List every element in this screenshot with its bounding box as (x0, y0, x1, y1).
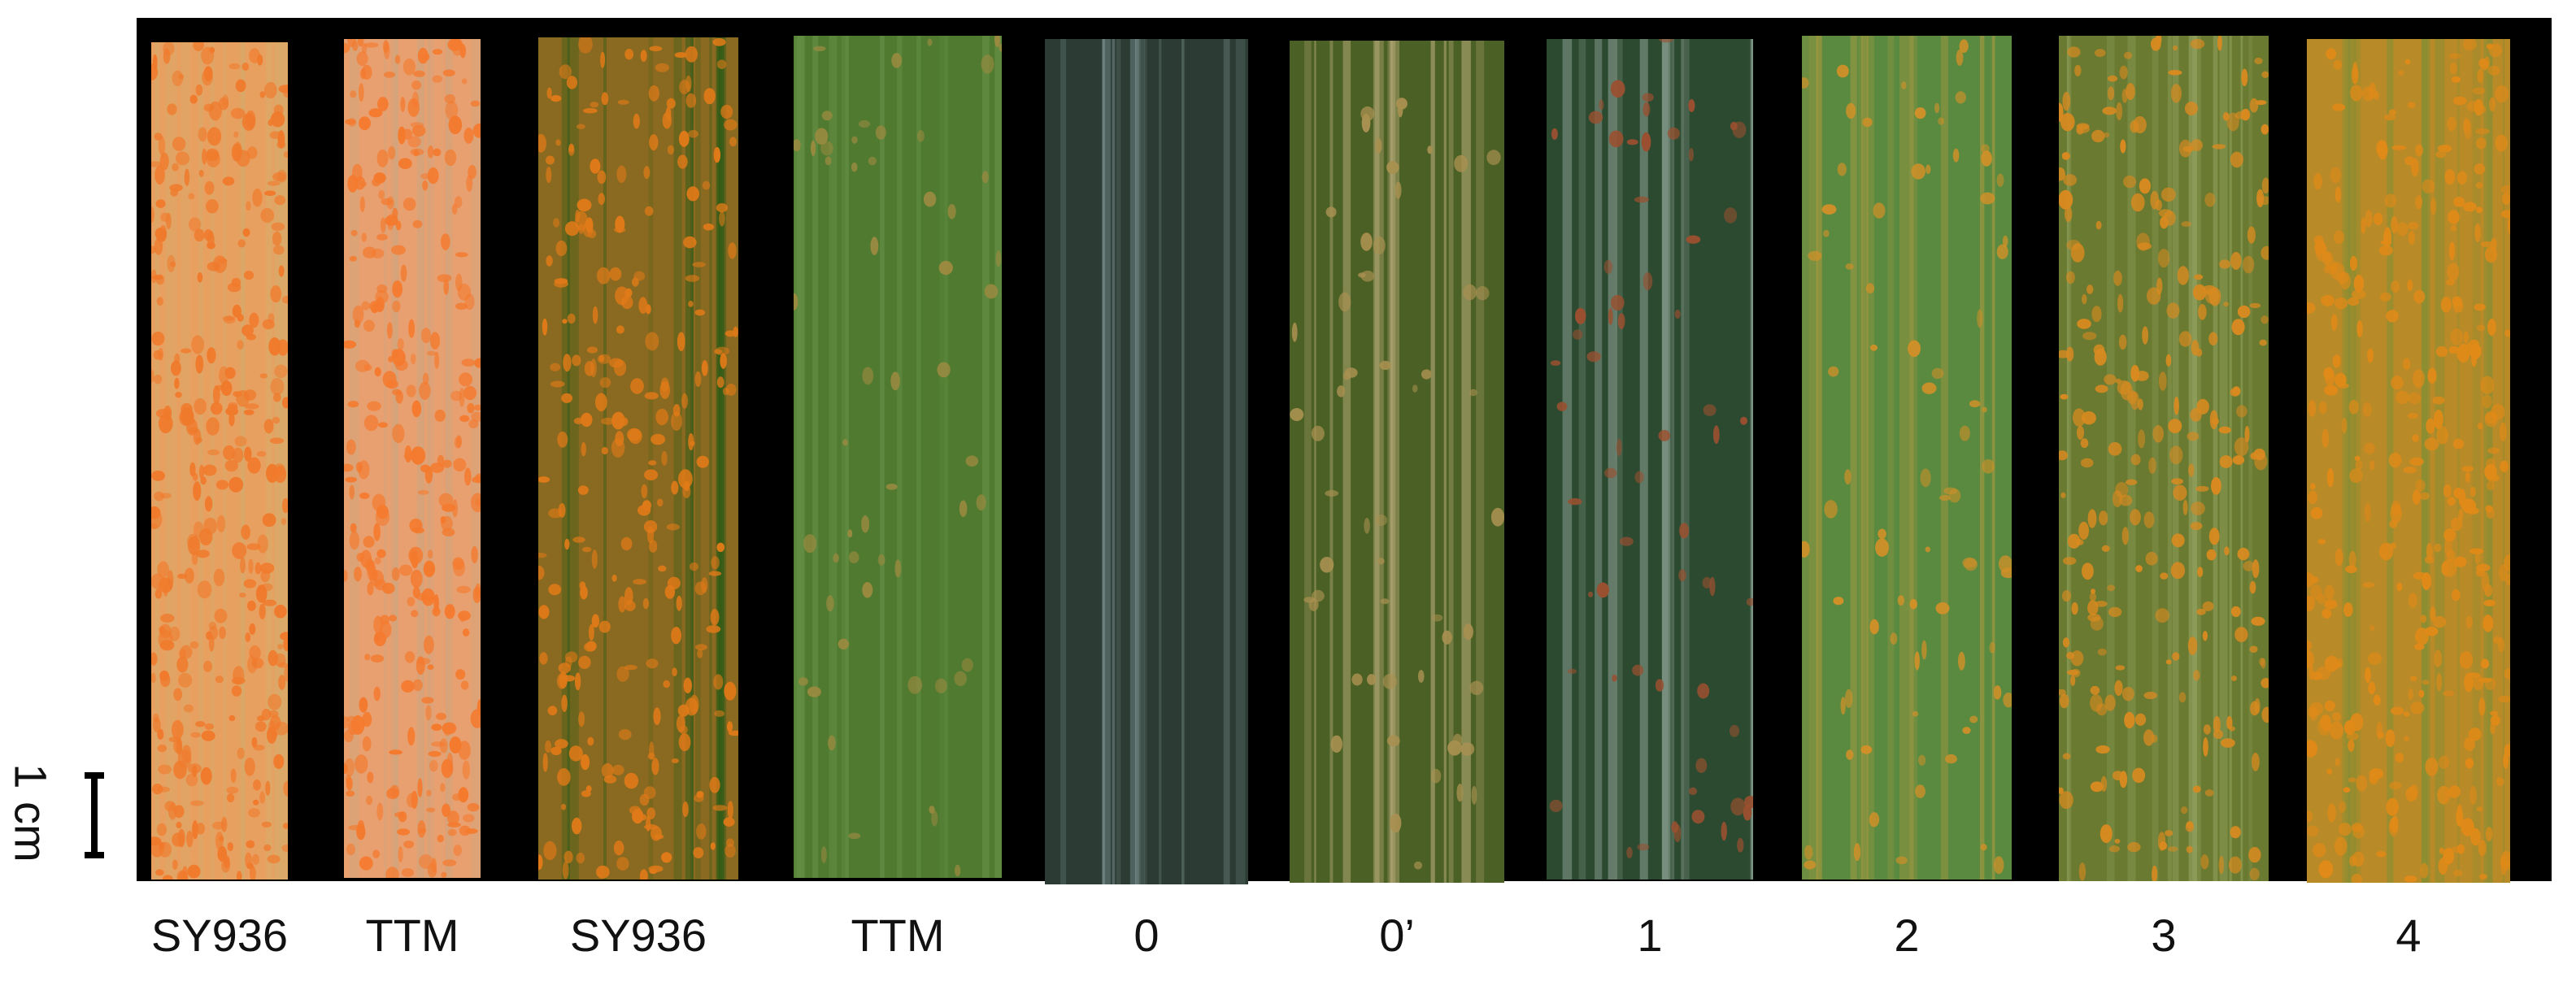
leaf-label: SY936 (150, 910, 289, 961)
leaf-sample-sy936-b (538, 37, 738, 880)
leaf-sample-ttm-b (794, 36, 1002, 878)
leaf-label: 0 (1134, 910, 1160, 961)
leaf-label: 3 (2151, 910, 2177, 961)
scale-bar (85, 772, 104, 858)
leaf-sample-score-0-prime (1290, 41, 1504, 883)
leaf-label: 0’ (1379, 910, 1415, 961)
leaf-sample-score-2 (1802, 36, 2012, 880)
leaf-sample-score-1 (1547, 39, 1753, 880)
leaf-sample-score-3 (2059, 36, 2269, 881)
leaf-sample-score-0 (1045, 39, 1248, 884)
leaf-photo-panel (137, 18, 2552, 884)
leaf-label: 1 (1637, 910, 1663, 961)
leaf-label: SY936 (569, 910, 707, 961)
leaf-sample-ttm-a (344, 39, 481, 878)
leaf-label: 4 (2395, 910, 2422, 961)
leaf-label: TTM (851, 910, 945, 961)
leaf-sample-sy936-a (151, 42, 288, 880)
leaf-sample-score-4 (2307, 39, 2510, 883)
scale-bar-label: 1 cm (5, 763, 57, 862)
leaf-label: TTM (365, 910, 459, 961)
leaf-label: 2 (1894, 910, 1920, 961)
